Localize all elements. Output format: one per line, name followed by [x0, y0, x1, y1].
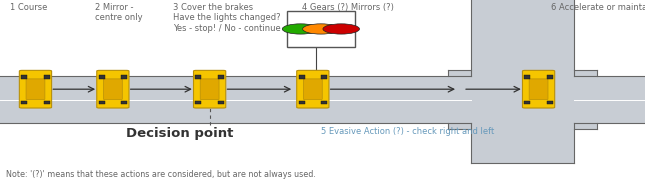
FancyBboxPatch shape	[97, 70, 129, 108]
Bar	[448, 70, 471, 76]
FancyBboxPatch shape	[194, 70, 226, 108]
Bar	[574, 123, 597, 129]
Text: 5 Evasive Action (?) - check right and left: 5 Evasive Action (?) - check right and l…	[321, 127, 495, 136]
FancyBboxPatch shape	[297, 70, 329, 108]
Bar	[524, 75, 530, 79]
Bar	[299, 75, 304, 79]
Text: 1 Course: 1 Course	[10, 3, 47, 12]
Bar	[0, 0, 471, 76]
Bar	[44, 75, 50, 79]
Bar	[574, 70, 597, 76]
Bar	[547, 75, 553, 79]
Bar	[21, 75, 27, 79]
Bar	[448, 123, 471, 129]
Bar	[0, 76, 645, 123]
Bar	[574, 123, 645, 181]
Text: Note: '(?)' means that these actions are considered, but are not always used.: Note: '(?)' means that these actions are…	[6, 170, 316, 179]
Bar	[321, 75, 327, 79]
Bar	[287, 11, 355, 47]
FancyBboxPatch shape	[103, 79, 123, 100]
Bar	[44, 101, 50, 104]
Bar	[471, 0, 574, 76]
FancyBboxPatch shape	[19, 70, 52, 108]
FancyBboxPatch shape	[303, 79, 322, 100]
Bar	[321, 101, 327, 104]
FancyBboxPatch shape	[522, 70, 555, 108]
Text: Decision point: Decision point	[126, 127, 233, 140]
Bar	[195, 101, 201, 104]
Circle shape	[283, 24, 319, 34]
Bar	[121, 75, 127, 79]
Bar	[21, 101, 27, 104]
Bar	[471, 123, 574, 163]
Bar	[195, 75, 201, 79]
Bar	[448, 123, 471, 129]
Bar	[524, 101, 530, 104]
Bar	[574, 0, 645, 76]
Bar	[99, 101, 104, 104]
Text: 4 Gears (?) Mirrors (?)
Yes/No: 4 Gears (?) Mirrors (?) Yes/No	[302, 3, 393, 22]
Bar	[299, 101, 304, 104]
Bar	[574, 123, 597, 129]
Text: 2 Mirror -
centre only: 2 Mirror - centre only	[95, 3, 143, 22]
Circle shape	[323, 24, 359, 34]
FancyBboxPatch shape	[26, 79, 45, 100]
Bar	[218, 101, 224, 104]
Bar	[0, 123, 471, 181]
Bar	[218, 75, 224, 79]
FancyBboxPatch shape	[529, 79, 548, 100]
Bar	[121, 101, 127, 104]
Bar	[448, 70, 471, 76]
Bar	[547, 101, 553, 104]
FancyBboxPatch shape	[200, 79, 219, 100]
Text: 3 Cover the brakes
Have the lights changed?
Yes - stop! / No - continue: 3 Cover the brakes Have the lights chang…	[173, 3, 281, 33]
Text: 6 Accelerate or maintain speed: 6 Accelerate or maintain speed	[551, 3, 645, 12]
Bar	[99, 75, 104, 79]
Bar	[574, 70, 597, 76]
Circle shape	[303, 24, 339, 34]
